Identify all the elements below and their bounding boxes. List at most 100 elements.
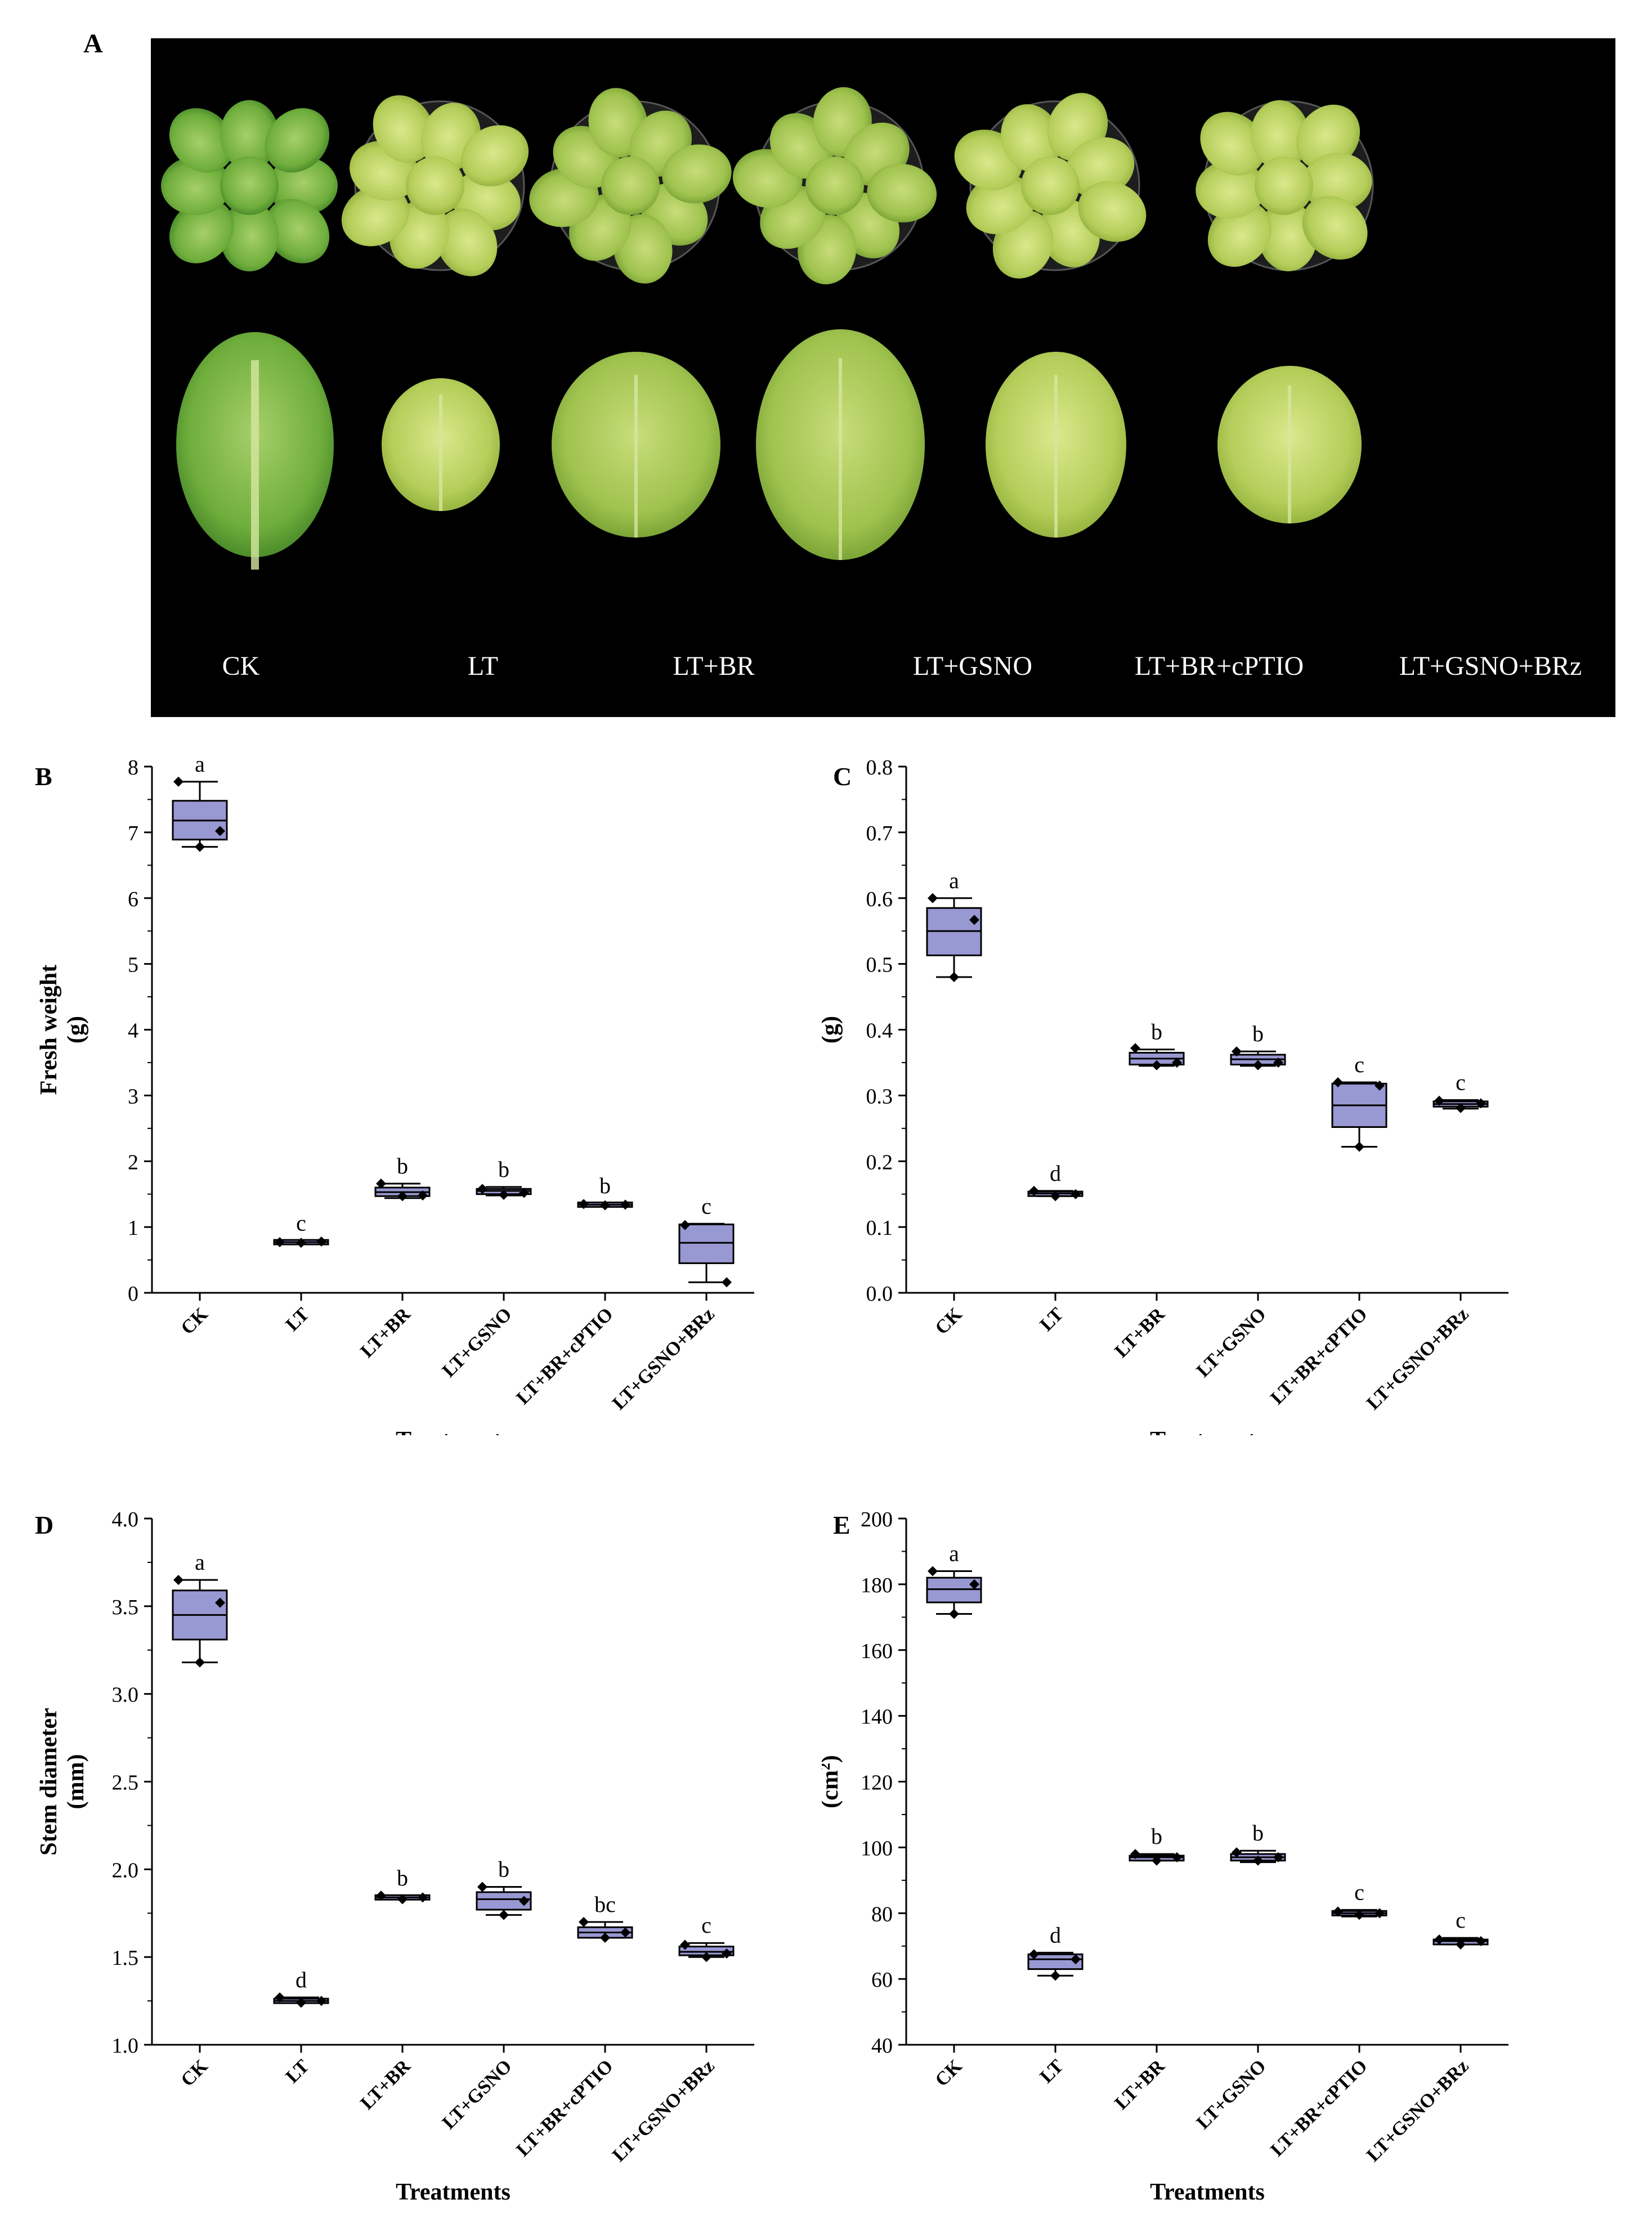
data-point xyxy=(1172,1852,1182,1862)
panel-letter: D xyxy=(35,1511,53,1539)
plant-leaf xyxy=(220,201,279,272)
significance-letter: b xyxy=(397,1865,408,1891)
box-lt: d xyxy=(1027,1161,1084,1202)
x-axis-label: Treatments xyxy=(1150,2179,1265,2205)
plant-leaf xyxy=(169,199,234,263)
data-point xyxy=(1434,1095,1444,1106)
x-tick-label: LT+GSNO+BRz xyxy=(608,1304,719,1414)
chart-leaf-area: E406080100120140160180200Leaf area(cm2)C… xyxy=(822,1508,1508,2205)
x-tick-label: CK xyxy=(931,2055,966,2091)
data-point xyxy=(1130,1849,1140,1860)
data-point xyxy=(928,893,938,903)
panel-letter: E xyxy=(833,1511,850,1539)
x-tick-label: CK xyxy=(177,1304,212,1339)
chart-fresh-weight: B 0 1 2 3 4 5 6 7 8 Fresh weight (g) CK a LT c LT+BR b LT+… xyxy=(35,751,754,1435)
data-point xyxy=(296,1997,306,2008)
box-lt-br: b xyxy=(1129,1824,1185,1866)
plant-center xyxy=(1255,156,1313,215)
photo-label-lt: LT xyxy=(467,651,499,681)
data-point xyxy=(928,1566,938,1576)
data-point xyxy=(1050,1970,1060,1981)
data-point xyxy=(1456,1939,1466,1950)
y-axis-label: Stem diameter xyxy=(36,1708,62,1855)
data-point xyxy=(680,1220,690,1230)
x-tick-label: CK xyxy=(177,2055,212,2091)
data-point xyxy=(969,915,979,925)
data-point xyxy=(376,1891,386,1901)
box-lt-gsno: b xyxy=(1230,1820,1286,1866)
data-point xyxy=(316,1236,326,1247)
plant-leaf xyxy=(1302,153,1372,212)
x-axis-label: Treatments xyxy=(396,1427,511,1435)
data-point xyxy=(1232,1046,1242,1057)
data-point xyxy=(1152,1855,1162,1866)
plant-leaf xyxy=(461,125,529,187)
plant-leaf xyxy=(265,199,330,263)
data-point xyxy=(680,1940,690,1950)
x-tick-label: LT+BR xyxy=(357,2055,415,2113)
x-tick-label: LT+BR+cPTIO xyxy=(512,2055,617,2160)
chart-stem-diameter: D 1.0 1.5 2.0 2.5 3.0 3.5 4.0 Stem diameter (mm) C… xyxy=(35,1508,754,2205)
significance-letter: c xyxy=(701,1912,711,1938)
x-tick-label: LT+BR+cPTIO xyxy=(1266,1304,1371,1408)
box-lt-br: b xyxy=(374,1865,431,1905)
seedling-photo-panel: CK LT LT+BR LT+GSNO LT+BR+cPTIO LT+GSNO+… xyxy=(151,38,1615,717)
data-point xyxy=(1333,1077,1343,1087)
box-lt-br-cptio: c xyxy=(1331,1052,1387,1152)
data-point xyxy=(519,1188,529,1198)
data-point xyxy=(1375,1908,1385,1919)
plant-leaf xyxy=(1251,100,1310,170)
y-tick-label: 2.5 xyxy=(112,1771,139,1795)
box-lt-gsno-brz: c xyxy=(1432,1070,1489,1113)
panel-letter: C xyxy=(833,762,852,791)
plant-leaf xyxy=(1200,111,1266,176)
detached-leaf xyxy=(986,352,1126,538)
plant-top xyxy=(1196,100,1374,271)
y-tick-label: 6 xyxy=(128,888,138,911)
y-axis-unit: (mm) xyxy=(63,1754,89,1810)
detached-leaf xyxy=(176,332,334,570)
significance-letter: c xyxy=(1354,1879,1364,1905)
significance-letter: a xyxy=(195,1549,205,1575)
y-tick-label: 0.3 xyxy=(866,1085,893,1108)
data-point xyxy=(275,1237,285,1248)
box-iqr xyxy=(678,1223,735,1264)
data-point xyxy=(579,1199,589,1210)
plant-top xyxy=(341,95,529,276)
box-lt-gsno: b xyxy=(476,1857,532,1920)
y-tick-label: 0.6 xyxy=(866,888,893,911)
plant-top xyxy=(529,88,732,284)
y-tick-label: 0 xyxy=(128,1282,138,1306)
y-tick-label: 100 xyxy=(861,1837,893,1860)
y-tick-label: 8 xyxy=(128,756,138,780)
y-axis-label: Fresh weight xyxy=(36,965,62,1095)
data-point xyxy=(397,1191,408,1202)
plant-leaf xyxy=(1001,104,1061,173)
plant-leaf xyxy=(1078,181,1147,242)
data-point xyxy=(1476,1936,1486,1946)
x-tick-label: LT+GSNO xyxy=(438,2055,516,2133)
data-point xyxy=(1050,1191,1060,1202)
plant-leaf xyxy=(373,95,435,163)
box-lt-br-cptio: c xyxy=(1331,1879,1387,1920)
detached-leaf xyxy=(552,352,720,538)
detached-leaves-row xyxy=(176,329,1362,570)
data-point xyxy=(1130,1043,1140,1054)
y-tick-label: 5 xyxy=(128,953,138,977)
plant-leaf xyxy=(867,163,937,223)
box-lt-gsno-brz: c xyxy=(678,1912,735,1963)
plant-center xyxy=(601,156,660,215)
box-lt-br: b xyxy=(1129,1019,1185,1071)
photo-label-lt-br: LT+BR xyxy=(673,651,755,681)
box-lt-gsno-brz: c xyxy=(678,1193,735,1288)
plant-top xyxy=(954,93,1147,279)
box-lt: d xyxy=(273,1967,329,2008)
box-lt-br-cptio: bc xyxy=(577,1892,633,1943)
x-tick-label: LT+BR+cPTIO xyxy=(1266,2055,1371,2160)
y-tick-label: 3.5 xyxy=(112,1596,139,1619)
y-tick-label: 200 xyxy=(861,1508,893,1531)
y-axis-unit: (g) xyxy=(822,1016,843,1043)
photo-label-lt-br-cptio: LT+BR+cPTIO xyxy=(1134,651,1304,681)
data-point xyxy=(215,1597,225,1608)
significance-letter: a xyxy=(195,751,205,777)
